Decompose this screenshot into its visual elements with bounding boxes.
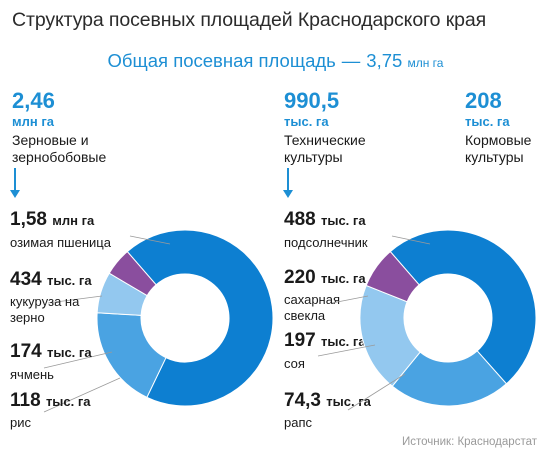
total-area-label: Общая посевная площадь xyxy=(107,50,336,71)
category-fodder-name: Кормовые культуры xyxy=(465,132,532,165)
segment-label-sunflower: 488 тыс. га подсолнечник xyxy=(284,210,424,251)
segment-unit: тыс. га xyxy=(320,334,366,349)
segment-unit: тыс. га xyxy=(46,345,92,360)
leader-line-1-0 xyxy=(391,235,431,245)
donut-slice-1-3 xyxy=(365,250,420,303)
segment-name: сахарная свекла xyxy=(284,292,340,323)
segment-value: 74,3 xyxy=(284,390,321,411)
source-note: Источник: Краснодарстат xyxy=(401,436,537,448)
arrow-down-icon-head xyxy=(283,190,293,198)
segment-name: соя xyxy=(284,356,305,371)
category-technical-unit: тыс. га xyxy=(284,114,329,129)
segment-value: 174 xyxy=(10,341,42,362)
segment-unit: тыс. га xyxy=(326,394,371,409)
segment-label-sugar-beet: 220 тыс. га сахарная свекла xyxy=(284,268,366,324)
leader-line-0-3 xyxy=(43,377,121,413)
chart-title: Структура посевных площадей Краснодарско… xyxy=(12,9,487,31)
total-area-unit: млн га xyxy=(407,56,444,70)
segment-unit: тыс. га xyxy=(46,273,92,288)
category-technical-name: Технические культуры xyxy=(284,132,366,165)
leader-line-0-0 xyxy=(129,235,171,245)
leader-line-1-3 xyxy=(347,373,406,411)
segment-label-winter-wheat: 1,58 млн га озимая пшеница xyxy=(10,210,150,251)
segment-name: озимая пшеница xyxy=(10,235,111,250)
leader-line-0-2 xyxy=(43,351,113,369)
leader-line-1-1 xyxy=(331,295,369,304)
segment-label-rice: 118 тыс. га рис xyxy=(10,391,150,431)
segment-value: 488 xyxy=(284,209,316,230)
donut-slice-0-0 xyxy=(126,229,274,407)
segment-name: рапс xyxy=(284,415,312,430)
segment-label-soy: 197 тыс. га соя xyxy=(284,331,424,372)
arrow-down-icon xyxy=(14,168,16,192)
segment-label-barley: 174 тыс. га ячмень xyxy=(10,342,150,383)
segment-unit: тыс. га xyxy=(320,271,366,286)
donut-slice-0-3 xyxy=(108,250,157,297)
arrow-down-icon-head xyxy=(10,190,20,198)
segment-name: кукуруза на зерно xyxy=(10,294,80,325)
leader-line-0-1 xyxy=(47,295,103,304)
segment-value: 197 xyxy=(284,330,316,351)
category-technical: 990,5 тыс. га Технические культуры xyxy=(284,90,389,166)
segment-value: 434 xyxy=(10,269,42,290)
segment-unit: тыс. га xyxy=(45,394,91,409)
category-fodder-unit: тыс. га xyxy=(465,114,510,129)
total-area-separator: — xyxy=(341,50,361,71)
segment-name: рис xyxy=(10,415,31,430)
category-grain: 2,46 млн га Зерновые и зернобобовые xyxy=(12,90,132,166)
segment-name: ячмень xyxy=(10,367,54,382)
segment-value: 1,58 xyxy=(10,209,47,230)
total-area-subtitle: Общая посевная площадь —3,75 млн га xyxy=(0,50,551,72)
segment-unit: млн га xyxy=(52,213,95,228)
segment-unit: тыс. га xyxy=(320,213,366,228)
category-grain-unit: млн га xyxy=(12,114,54,129)
category-technical-value: 990,5 xyxy=(284,88,340,113)
segment-name: подсолнечник xyxy=(284,235,368,250)
segment-value: 220 xyxy=(284,267,316,288)
leader-line-1-2 xyxy=(317,344,376,357)
category-grain-name: Зерновые и зернобобовые xyxy=(12,132,107,165)
segment-value: 118 xyxy=(10,390,41,411)
arrow-down-icon xyxy=(287,168,289,192)
segment-label-corn: 434 тыс. га кукуруза на зерно xyxy=(10,270,92,326)
total-area-value: 3,75 xyxy=(366,50,403,71)
segment-label-rapeseed: 74,3 тыс. га рапс xyxy=(284,391,424,431)
category-fodder: 208 тыс. га Кормовые культуры xyxy=(465,90,545,166)
category-fodder-value: 208 xyxy=(465,88,502,113)
category-grain-value: 2,46 xyxy=(12,88,55,113)
donut-slice-1-0 xyxy=(389,229,537,385)
